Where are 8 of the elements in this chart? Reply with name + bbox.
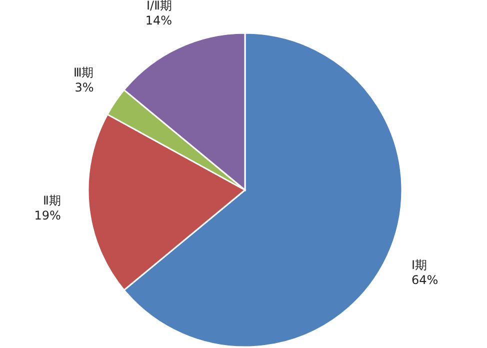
data-label: 3%	[74, 80, 94, 94]
data-label: 14%	[145, 14, 172, 28]
slice-label: Ⅰ/Ⅱ期	[146, 0, 172, 13]
slice-label: Ⅱ期	[42, 193, 61, 208]
data-label: 19%	[34, 208, 61, 222]
slice-label: Ⅰ期	[411, 258, 427, 272]
slice-label: Ⅲ期	[73, 65, 94, 80]
data-label: 64%	[411, 273, 438, 288]
